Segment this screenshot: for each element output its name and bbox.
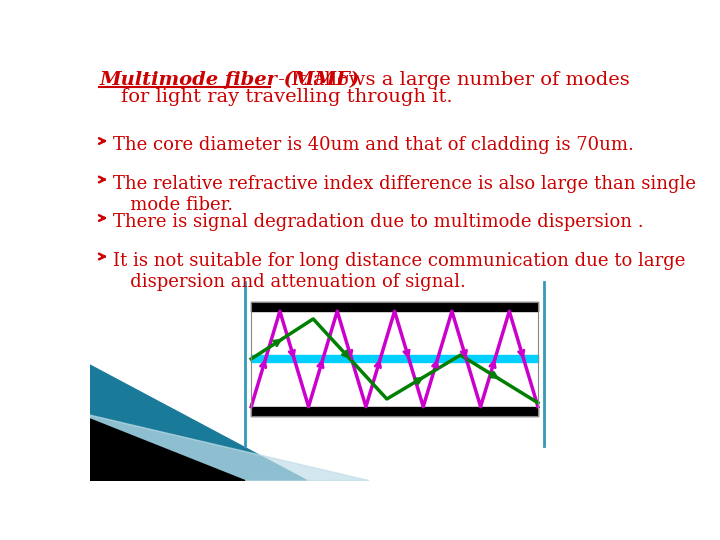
Text: The relative refractive index difference is also large than single
   mode fiber: The relative refractive index difference… bbox=[113, 175, 696, 214]
Bar bbox=[251, 302, 538, 416]
Text: for light ray travelling through it.: for light ray travelling through it. bbox=[121, 88, 453, 106]
Polygon shape bbox=[90, 365, 307, 481]
Polygon shape bbox=[90, 415, 369, 481]
Text: It is not suitable for long distance communication due to large
   dispersion an: It is not suitable for long distance com… bbox=[113, 252, 685, 291]
Text: Multimode fiber (MMF): Multimode fiber (MMF) bbox=[99, 71, 359, 89]
Text: - It allows a large number of modes: - It allows a large number of modes bbox=[272, 71, 630, 89]
Text: There is signal degradation due to multimode dispersion .: There is signal degradation due to multi… bbox=[113, 213, 644, 232]
Bar bbox=[251, 302, 538, 416]
Polygon shape bbox=[90, 419, 245, 481]
Text: The core diameter is 40um and that of cladding is 70um.: The core diameter is 40um and that of cl… bbox=[113, 137, 634, 154]
